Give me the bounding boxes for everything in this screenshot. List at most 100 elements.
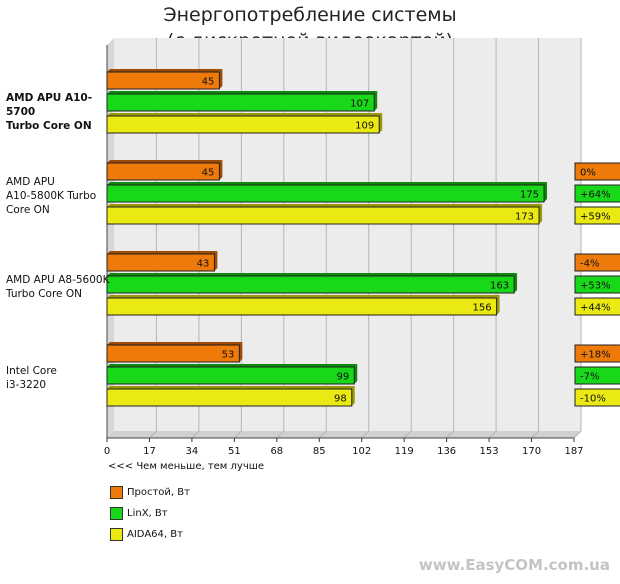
delta-label: +18% — [580, 350, 611, 361]
bar-side — [219, 160, 223, 180]
delta-badge — [574, 275, 620, 294]
bar-side — [496, 295, 500, 315]
legend-swatch — [110, 485, 123, 499]
bar-side — [379, 113, 383, 133]
chart-title-line-1: Энергопотребление системы — [163, 4, 457, 26]
category-label: AMD APU A10-5800K Turbo Core ON — [6, 175, 110, 217]
delta-badge — [574, 344, 620, 363]
gridline — [488, 38, 497, 439]
category-label-line: Turbo Core ON — [6, 288, 82, 300]
delta-badge — [574, 206, 620, 225]
category-label: Intel Core i3-3220 — [6, 364, 110, 392]
bar — [106, 93, 375, 112]
bar — [106, 71, 220, 90]
category-label: AMD APU A8-5600K Turbo Core ON — [6, 273, 110, 301]
delta-badge — [574, 297, 620, 316]
legend-item: AIDA64, Вт — [110, 526, 183, 542]
category-label-line: i3-3220 — [6, 379, 47, 391]
category-label-line: Turbo Core ON — [6, 120, 92, 132]
plot-side-wall — [107, 38, 114, 438]
legend-label: AIDA64, Вт — [127, 528, 183, 540]
delta-badge — [574, 162, 620, 181]
x-tick-label: 68 — [270, 446, 283, 457]
x-tick-label: 153 — [480, 446, 499, 457]
bar — [106, 297, 498, 316]
delta-badge — [574, 366, 620, 385]
x-tick-label: 34 — [186, 446, 199, 457]
category-label-line: Intel Core — [6, 365, 57, 377]
bar-value-label: 163 — [490, 281, 509, 292]
bar-top — [107, 251, 218, 254]
delta-label: -7% — [580, 372, 599, 383]
bar-top — [107, 113, 383, 116]
x-tick-label: 119 — [395, 446, 414, 457]
delta-label: +59% — [580, 212, 611, 223]
bar-side — [239, 342, 243, 362]
legend-swatch — [110, 506, 123, 520]
x-tick-label: 187 — [564, 446, 583, 457]
gridline — [234, 38, 242, 439]
bar — [106, 184, 545, 203]
bar-value-label: 45 — [202, 77, 215, 88]
gridline — [276, 38, 285, 439]
bar-top — [107, 273, 518, 276]
bar — [106, 115, 380, 134]
bar-top — [107, 160, 223, 163]
gridline — [361, 38, 370, 439]
delta-label: -10% — [580, 394, 606, 405]
category-label-line: AMD APU — [6, 176, 55, 188]
bar-side — [354, 364, 358, 384]
x-tick-label: 102 — [352, 446, 371, 457]
bar-side — [539, 204, 543, 224]
bar-value-label: 53 — [222, 350, 235, 361]
delta-badge — [574, 253, 620, 272]
bar-top — [107, 204, 543, 207]
category-label-line: AMD APU A10-5700 — [6, 92, 93, 118]
x-tick-label: 17 — [143, 446, 156, 457]
plot-floor — [107, 431, 581, 438]
x-tick-label: 0 — [104, 446, 110, 457]
x-tick-label: 85 — [313, 446, 326, 457]
bar-value-label: 156 — [472, 303, 491, 314]
bar-top — [107, 91, 378, 94]
bar — [106, 344, 240, 363]
bar-top — [107, 386, 355, 389]
bar-side — [214, 251, 218, 271]
category-label: AMD APU A10-5700 Turbo Core ON — [6, 91, 110, 133]
legend-label: LinX, Вт — [127, 507, 168, 519]
bar — [106, 162, 220, 181]
bar-side — [351, 386, 355, 406]
bar-value-label: 43 — [197, 259, 210, 270]
delta-badge — [574, 388, 620, 407]
bar-top — [107, 69, 223, 72]
x-tick-label: 51 — [228, 446, 241, 457]
gridline — [446, 38, 455, 439]
x-tick-label: 170 — [522, 446, 541, 457]
gridline — [531, 38, 540, 439]
delta-label: +64% — [580, 190, 611, 201]
bar-side — [374, 91, 378, 111]
bar-value-label: 109 — [355, 121, 374, 132]
delta-label: 0% — [580, 168, 596, 179]
bar — [106, 253, 215, 272]
gridline — [403, 38, 412, 439]
bar-value-label: 175 — [520, 190, 539, 201]
bar-value-label: 45 — [202, 168, 215, 179]
bar-value-label: 107 — [350, 99, 369, 110]
bar-top — [107, 364, 358, 367]
bar-value-label: 99 — [337, 372, 350, 383]
bar — [106, 206, 540, 225]
bar-side — [219, 69, 223, 89]
legend-swatch — [110, 527, 123, 541]
legend-item: Простой, Вт — [110, 484, 190, 500]
bar-top — [107, 342, 243, 345]
bar-top — [107, 295, 500, 298]
gridline — [318, 38, 327, 439]
bar-value-label: 98 — [334, 394, 347, 405]
x-tick-label: 136 — [437, 446, 456, 457]
delta-label: +53% — [580, 281, 611, 292]
category-label-line: Core ON — [6, 204, 50, 216]
bar — [106, 275, 515, 294]
bar-side — [514, 273, 518, 293]
